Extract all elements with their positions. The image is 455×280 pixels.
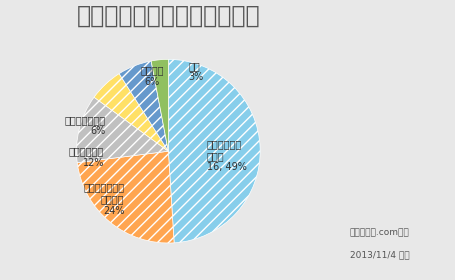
Text: 教室の制度に対
する質問
24%: 教室の制度に対 する質問 24% (83, 182, 124, 216)
Text: 2013/11/4 現在: 2013/11/4 現在 (350, 250, 410, 259)
Wedge shape (119, 61, 168, 151)
Text: トラブル
6%: トラブル 6% (140, 65, 163, 87)
Text: 習い事探し.com調べ: 習い事探し.com調べ (350, 228, 410, 237)
Text: 受講生に関して
6%: 受講生に関して 6% (65, 115, 106, 136)
Wedge shape (77, 151, 174, 243)
Title: 運営者や講師に質問したい事: 運営者や講師に質問したい事 (76, 4, 260, 27)
Text: 授業内容全般
12%: 授業内容全般 12% (69, 146, 104, 167)
Text: 講師スキルや
人間性
16, 49%: 講師スキルや 人間性 16, 49% (207, 139, 247, 172)
Wedge shape (94, 74, 168, 151)
Text: 成果
3%: 成果 3% (188, 61, 204, 82)
Wedge shape (76, 97, 168, 163)
Wedge shape (168, 59, 260, 243)
Wedge shape (151, 59, 168, 151)
